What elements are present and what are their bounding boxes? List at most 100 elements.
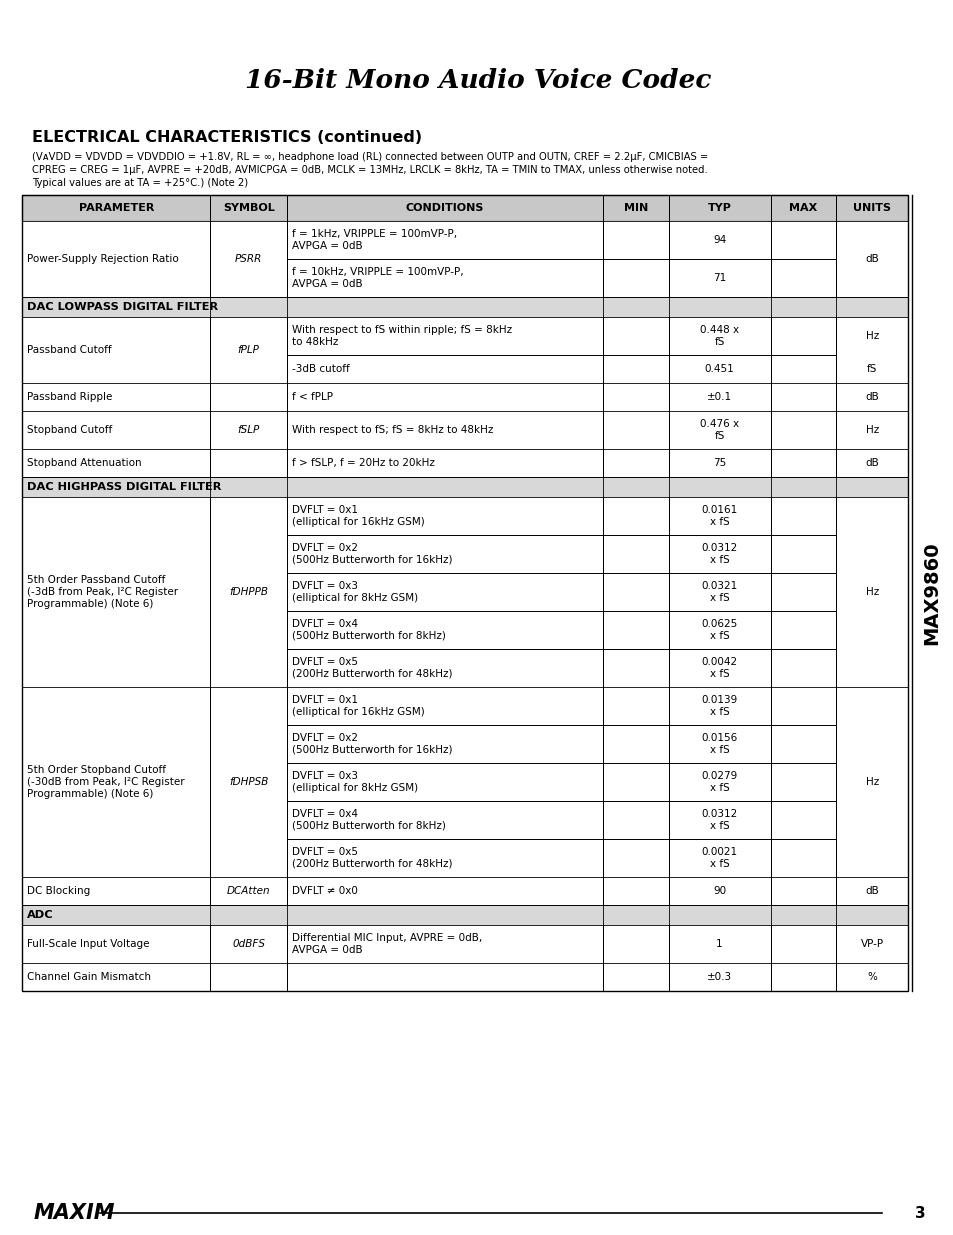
Text: PSRR: PSRR (234, 254, 262, 264)
Text: 5th Order Stopband Cutoff
(-30dB from Peak, I²C Register
Programmable) (Note 6): 5th Order Stopband Cutoff (-30dB from Pe… (27, 764, 185, 799)
Bar (211, 450, 287, 477)
Bar (22, 383, 211, 411)
Text: DC Blocking: DC Blocking (27, 885, 91, 897)
Bar (668, 763, 770, 802)
Bar (211, 687, 287, 877)
Text: VP-P: VP-P (860, 939, 882, 948)
Bar (287, 650, 602, 687)
Text: DVFLT = 0x2
(500Hz Butterworth for 16kHz): DVFLT = 0x2 (500Hz Butterworth for 16kHz… (292, 543, 452, 564)
Text: dB: dB (864, 458, 878, 468)
Bar (22, 496, 907, 687)
Bar (668, 411, 770, 450)
Bar (287, 925, 602, 963)
Bar (602, 925, 668, 963)
Bar (22, 877, 907, 905)
Text: DVFLT = 0x3
(elliptical for 8kHz GSM): DVFLT = 0x3 (elliptical for 8kHz GSM) (292, 771, 417, 793)
Bar (287, 611, 602, 650)
Bar (668, 383, 770, 411)
Bar (22, 905, 907, 925)
Text: Passband Ripple: Passband Ripple (27, 391, 112, 403)
Text: 16-Bit Mono Audio Voice Codec: 16-Bit Mono Audio Voice Codec (245, 68, 710, 93)
Bar (668, 802, 770, 839)
Text: Full-Scale Input Voltage: Full-Scale Input Voltage (27, 939, 150, 948)
Text: Power-Supply Rejection Ratio: Power-Supply Rejection Ratio (27, 254, 178, 264)
Bar (602, 650, 668, 687)
Text: Stopband Cutoff: Stopband Cutoff (27, 425, 112, 435)
Bar (211, 877, 287, 905)
Bar (668, 496, 770, 535)
Text: DCAtten: DCAtten (227, 885, 271, 897)
Bar (287, 802, 602, 839)
Bar (668, 221, 770, 259)
Text: Hz: Hz (864, 587, 878, 597)
Text: DVFLT = 0x4
(500Hz Butterworth for 8kHz): DVFLT = 0x4 (500Hz Butterworth for 8kHz) (292, 809, 445, 831)
Bar (602, 763, 668, 802)
Bar (22, 687, 211, 877)
Text: DVFLT = 0x4
(500Hz Butterworth for 8kHz): DVFLT = 0x4 (500Hz Butterworth for 8kHz) (292, 619, 445, 641)
Text: f = 1kHz, VRIPPLE = 100mVP-P,
AVPGA = 0dB: f = 1kHz, VRIPPLE = 100mVP-P, AVPGA = 0d… (292, 228, 456, 251)
Bar (22, 296, 907, 317)
Text: DVFLT ≠ 0x0: DVFLT ≠ 0x0 (292, 885, 357, 897)
Text: ADC: ADC (27, 910, 53, 920)
Text: DVFLT = 0x1
(elliptical for 16kHz GSM): DVFLT = 0x1 (elliptical for 16kHz GSM) (292, 695, 424, 718)
Bar (211, 496, 287, 687)
Text: 0.0139
x fS: 0.0139 x fS (700, 695, 737, 718)
Text: 1: 1 (716, 939, 722, 948)
Text: MIN: MIN (623, 203, 647, 212)
Bar (770, 195, 836, 221)
Bar (22, 411, 907, 450)
Bar (602, 725, 668, 763)
Bar (770, 802, 836, 839)
Text: 0.0279
x fS: 0.0279 x fS (700, 771, 737, 793)
Text: 0.0156
x fS: 0.0156 x fS (700, 734, 737, 755)
Bar (770, 450, 836, 477)
Text: TYP: TYP (707, 203, 731, 212)
Bar (211, 383, 287, 411)
Text: dB: dB (864, 254, 878, 264)
Text: fS: fS (866, 364, 877, 374)
Bar (668, 963, 770, 990)
Text: fDHPSB: fDHPSB (229, 777, 268, 787)
Bar (602, 411, 668, 450)
Bar (668, 450, 770, 477)
Bar (602, 611, 668, 650)
Text: f < fPLP: f < fPLP (292, 391, 333, 403)
Bar (602, 450, 668, 477)
Bar (770, 839, 836, 877)
Bar (836, 687, 907, 877)
Text: dB: dB (864, 885, 878, 897)
Bar (668, 611, 770, 650)
Bar (770, 354, 836, 383)
Bar (22, 221, 211, 296)
Text: 0.0042
x fS: 0.0042 x fS (700, 657, 737, 679)
Bar (287, 963, 602, 990)
Bar (22, 450, 211, 477)
Bar (602, 317, 668, 354)
Bar (668, 650, 770, 687)
Bar (287, 411, 602, 450)
Text: fSLP: fSLP (237, 425, 259, 435)
Bar (770, 925, 836, 963)
Bar (836, 877, 907, 905)
Bar (770, 687, 836, 725)
Bar (668, 535, 770, 573)
Bar (602, 221, 668, 259)
Bar (287, 383, 602, 411)
Text: 90: 90 (712, 885, 725, 897)
Bar (602, 354, 668, 383)
Bar (770, 317, 836, 354)
Text: 0.476 x
fS: 0.476 x fS (700, 419, 739, 441)
Bar (22, 317, 907, 383)
Bar (287, 221, 602, 259)
Text: 3: 3 (914, 1205, 924, 1220)
Bar (22, 450, 907, 477)
Text: DAC LOWPASS DIGITAL FILTER: DAC LOWPASS DIGITAL FILTER (27, 303, 218, 312)
Bar (602, 573, 668, 611)
Bar (836, 450, 907, 477)
Bar (668, 195, 770, 221)
Text: f > fSLP, f = 20Hz to 20kHz: f > fSLP, f = 20Hz to 20kHz (292, 458, 435, 468)
Bar (770, 221, 836, 259)
Text: Differential MIC Input, AVPRE = 0dB,
AVPGA = 0dB: Differential MIC Input, AVPRE = 0dB, AVP… (292, 932, 481, 955)
Bar (22, 317, 211, 383)
Bar (668, 839, 770, 877)
